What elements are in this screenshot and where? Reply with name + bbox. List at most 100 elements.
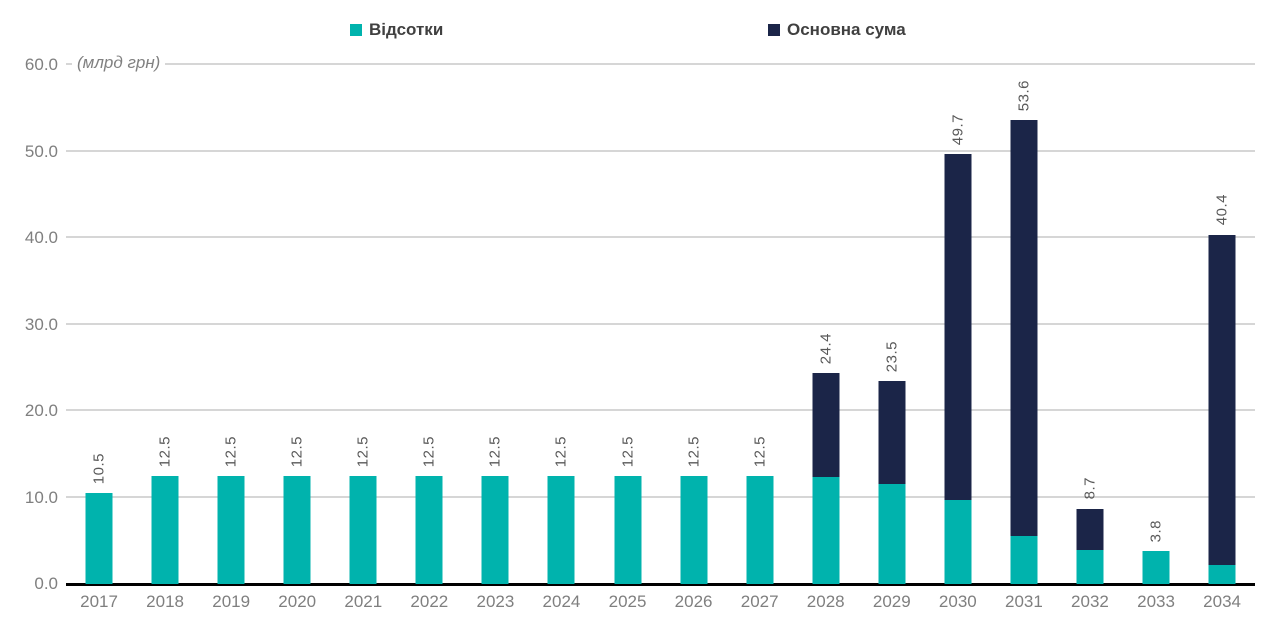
bar-slot-2026: 12.5 (661, 65, 727, 584)
interest-segment-2032 (1076, 550, 1104, 584)
x-tick-label-2019: 2019 (212, 592, 251, 611)
x-tick-label-2027: 2027 (740, 592, 779, 611)
x-tick-label-2032: 2032 (1071, 592, 1109, 611)
x-tick-label-2029: 2029 (872, 592, 911, 611)
bar-stack-2026 (680, 475, 708, 584)
total-label-2028: 24.4 (817, 332, 835, 364)
interest-segment-2019 (217, 475, 245, 584)
interest-segment-2023 (481, 475, 509, 584)
interest-segment-2022 (415, 475, 443, 584)
x-tick-label-2033: 2033 (1137, 592, 1175, 611)
interest-segment-2033 (1142, 551, 1170, 584)
bar-stack-2024 (547, 475, 575, 584)
gridline-10.0 (66, 495, 1255, 498)
legend-item-interest: Відсотки (350, 20, 443, 40)
bar-slot-2032: 8.7 (1057, 65, 1123, 584)
bar-stack-2027 (746, 475, 774, 584)
x-axis-line (66, 583, 1255, 586)
bar-slot-2030: 49.7 (925, 65, 991, 584)
x-axis-labels: 2017 2018 2019 2020 2021 2022 2023 2024 2025 2026… (66, 591, 1255, 613)
interest-segment-2031 (1010, 535, 1038, 584)
bar-slot-2021: 12.5 (330, 65, 396, 584)
y-tick-label-0.0: 0.0 (34, 574, 58, 593)
x-tick-label-2030: 2030 (938, 592, 977, 611)
x-tick-label-2026: 2026 (674, 592, 713, 611)
bar-stack-2028 (812, 372, 840, 584)
legend-label-interest: Відсотки (369, 20, 444, 39)
gridline-60.0 (66, 63, 1255, 65)
total-label-2026: 12.5 (685, 435, 703, 467)
x-tick-label-2023: 2023 (476, 592, 515, 611)
x-tick-label-2018: 2018 (146, 592, 184, 611)
bar-stack-2025 (614, 475, 642, 584)
bars-container: 10.5 12.5 12.5 12.5 12.5 12.5 12.5 12.5 12.5 12.5… (66, 65, 1255, 584)
bar-stack-2023 (481, 475, 509, 584)
bar-slot-2034: 40.4 (1189, 65, 1255, 584)
x-tick-label-2031: 2031 (1004, 592, 1043, 611)
bar-slot-2024: 12.5 (528, 65, 594, 584)
total-label-2034: 40.4 (1213, 194, 1231, 226)
principal-segment-2031 (1010, 120, 1038, 536)
bar-stack-2020 (283, 475, 311, 584)
interest-segment-2024 (547, 475, 575, 584)
bar-slot-2027: 12.5 (727, 65, 793, 584)
bar-stack-2018 (151, 475, 179, 584)
total-label-2019: 12.5 (222, 435, 240, 467)
total-label-2029: 23.5 (883, 340, 901, 372)
principal-segment-2032 (1076, 508, 1104, 551)
y-tick-label-10.0: 10.0 (24, 487, 58, 507)
interest-segment-2030 (944, 500, 972, 584)
legend-item-principal: Основна сума (768, 20, 906, 40)
bar-slot-2020: 12.5 (264, 65, 330, 584)
interest-segment-2034 (1208, 564, 1236, 584)
bar-slot-2022: 12.5 (396, 65, 462, 584)
y-tick-label-20.0: 20.0 (24, 401, 58, 420)
y-tick-label-60.0: 60.0 (24, 55, 58, 74)
bar-stack-2021 (349, 475, 377, 584)
total-label-2032: 8.7 (1081, 477, 1099, 500)
bar-stack-2022 (415, 475, 443, 584)
total-label-2017: 10.5 (90, 452, 108, 485)
total-label-2020: 12.5 (288, 435, 306, 467)
y-tick-label-40.0: 40.0 (24, 228, 58, 247)
interest-legend-swatch-icon (350, 24, 362, 36)
bar-slot-2023: 12.5 (462, 65, 528, 584)
x-tick-label-2017: 2017 (80, 592, 118, 611)
bar-slot-2018: 12.5 (132, 65, 198, 584)
bar-stack-2030 (944, 154, 972, 584)
interest-segment-2021 (349, 475, 377, 584)
x-tick-label-2034: 2034 (1203, 592, 1241, 611)
y-tick-label-30.0: 30.0 (24, 314, 58, 334)
bar-stack-2034 (1208, 234, 1236, 584)
interest-segment-2017 (85, 493, 113, 584)
total-label-2021: 12.5 (354, 435, 372, 467)
bar-slot-2028: 24.4 (793, 65, 859, 584)
bar-stack-2029 (878, 380, 906, 584)
interest-segment-2018 (151, 475, 179, 584)
bar-stack-2033 (1142, 551, 1170, 584)
principal-segment-2028 (812, 372, 840, 477)
total-label-2018: 12.5 (156, 435, 174, 467)
y-tick-label-50.0: 50.0 (24, 141, 58, 161)
x-tick-label-2022: 2022 (410, 592, 449, 611)
bar-slot-2017: 10.5 (66, 65, 132, 584)
total-label-2023: 12.5 (486, 435, 504, 467)
interest-segment-2027 (746, 475, 774, 584)
bar-slot-2025: 12.5 (595, 65, 661, 584)
principal-segment-2034 (1208, 234, 1236, 565)
bar-stack-2031 (1010, 120, 1038, 584)
total-label-2022: 12.5 (420, 435, 438, 467)
interest-segment-2029 (878, 483, 906, 584)
bar-slot-2033: 3.8 (1123, 65, 1189, 584)
x-tick-label-2021: 2021 (344, 592, 383, 611)
bar-stack-2032 (1076, 508, 1104, 584)
x-tick-label-2028: 2028 (806, 592, 845, 611)
legend-label-principal: Основна сума (787, 20, 906, 39)
x-tick-label-2025: 2025 (608, 592, 647, 611)
bar-slot-2029: 23.5 (859, 65, 925, 584)
gridline-20.0 (66, 409, 1255, 411)
x-tick-label-2020: 2020 (278, 592, 317, 611)
bar-stack-2019 (217, 475, 245, 584)
bar-slot-2019: 12.5 (198, 65, 264, 584)
